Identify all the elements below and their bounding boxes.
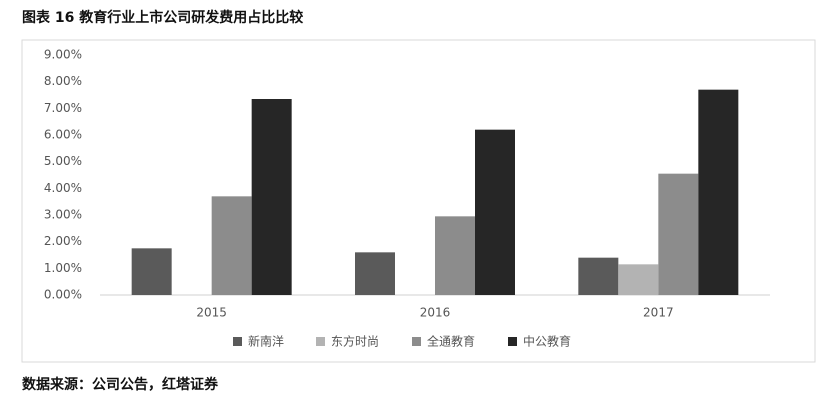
bar: [251, 99, 292, 295]
bar: [355, 252, 395, 295]
bar: [698, 89, 739, 296]
y-tick-label: 5.00%: [44, 154, 82, 168]
y-tick-label: 4.00%: [44, 181, 82, 195]
legend-swatch: [412, 337, 421, 346]
x-tick-label: 2017: [643, 306, 674, 320]
x-tick-label: 2015: [196, 306, 227, 320]
legend-swatch: [316, 337, 325, 346]
y-tick-label: 0.00%: [44, 288, 82, 302]
bar: [131, 248, 172, 295]
y-tick-label: 3.00%: [44, 208, 82, 222]
legend-swatch: [233, 337, 242, 346]
x-tick-label: 2016: [420, 306, 451, 320]
y-tick-label: 6.00%: [44, 128, 82, 142]
legend-label: 全通教育: [427, 334, 475, 349]
legend-swatch: [508, 337, 517, 346]
chart-title: 图表 16 教育行业上市公司研发费用占比比较: [22, 9, 303, 26]
bar: [211, 196, 252, 295]
legend-label: 新南洋: [248, 334, 284, 349]
y-tick-label: 9.00%: [44, 48, 82, 62]
legend-label: 东方时尚: [331, 334, 379, 349]
y-tick-label: 2.00%: [44, 234, 82, 248]
chart-frame: [21, 39, 816, 363]
bar: [435, 216, 475, 295]
y-tick-label: 1.00%: [44, 261, 82, 275]
legend-label: 中公教育: [523, 334, 571, 349]
y-tick-label: 7.00%: [44, 101, 82, 115]
y-tick-label: 8.00%: [44, 74, 82, 88]
source-note: 数据来源：公司公告，红塔证券: [22, 376, 219, 393]
bar: [658, 173, 699, 295]
bar: [475, 129, 515, 295]
bar: [618, 264, 659, 295]
bar: [578, 257, 619, 295]
